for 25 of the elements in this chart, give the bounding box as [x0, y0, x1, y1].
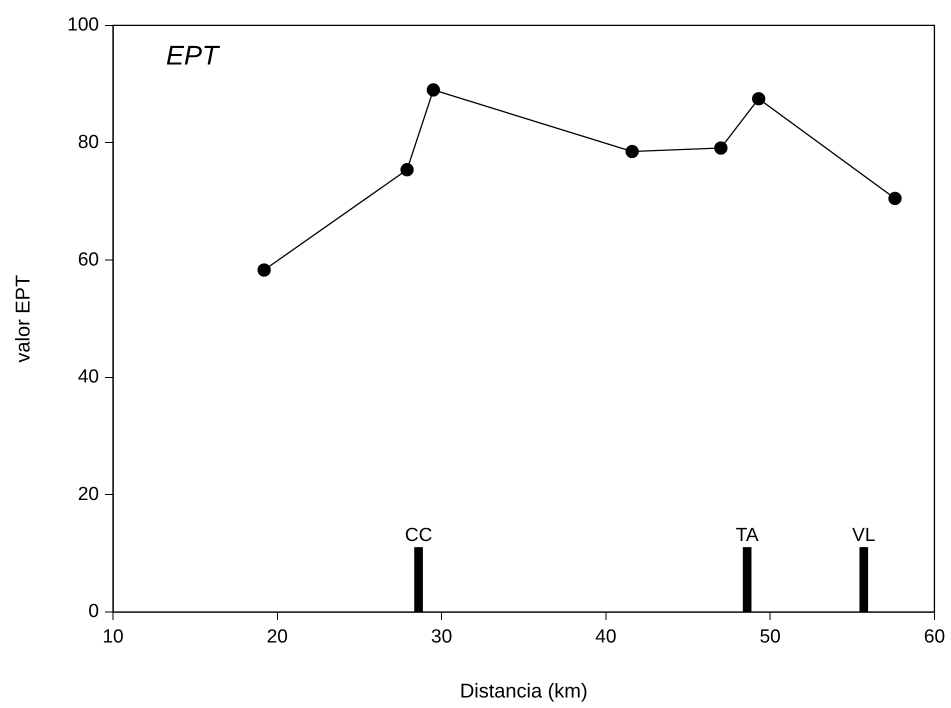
x-tick-label: 30 — [431, 626, 452, 648]
y-tick-label: 40 — [78, 366, 99, 388]
y-axis-title: valor EPT — [12, 274, 35, 363]
point — [426, 83, 440, 97]
point — [752, 92, 766, 106]
annotation: TA — [736, 525, 759, 546]
x-tick-label: 50 — [760, 626, 781, 648]
x-tick-label: 40 — [595, 626, 616, 648]
point — [714, 141, 728, 155]
point — [888, 192, 902, 206]
point — [400, 163, 414, 176]
annotation: CC — [404, 525, 432, 546]
y-tick-label: 100 — [67, 14, 99, 36]
x-tick-label: 60 — [924, 626, 946, 648]
x-tick-label: 10 — [102, 626, 124, 648]
point — [257, 263, 271, 277]
y-tick-label: 20 — [78, 484, 99, 505]
x-axis-title: Distancia (km) — [460, 680, 588, 703]
annotation: VL — [852, 525, 876, 546]
y-tick-label: 80 — [78, 132, 99, 153]
y-tick-label: 0 — [88, 601, 99, 622]
y-tick-label: 60 — [78, 249, 99, 270]
text: EPT — [166, 40, 222, 70]
point — [625, 144, 639, 158]
x-tick-label: 20 — [266, 626, 288, 648]
